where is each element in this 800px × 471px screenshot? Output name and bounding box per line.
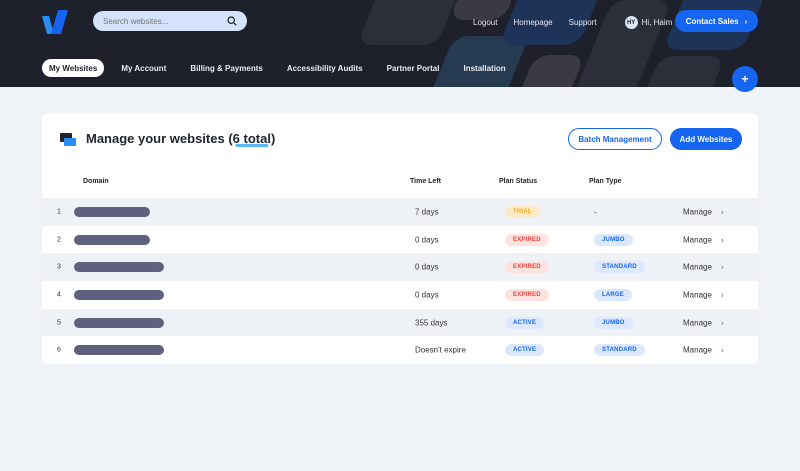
chevron-right-icon[interactable]: › (721, 345, 724, 355)
row-number: 4 (57, 291, 61, 299)
website-count: (6 total) (228, 131, 276, 146)
search-icon[interactable] (227, 16, 237, 26)
status-badge: EXPIRED (505, 233, 549, 246)
col-plan-status: Plan Status (499, 178, 538, 185)
plan-type-badge: LARGE (594, 288, 632, 301)
homepage-link[interactable]: Homepage (513, 18, 553, 27)
col-domain: Domain (83, 178, 109, 185)
domain-redacted[interactable] (74, 289, 164, 300)
search-box[interactable] (93, 11, 247, 31)
col-plan-type: Plan Type (589, 178, 622, 185)
table-row[interactable]: 2 0 days EXPIRED JUMBO Manage › (42, 226, 758, 254)
plan-type-badge: STANDARD (594, 344, 645, 357)
manage-link[interactable]: Manage (683, 318, 712, 328)
tab-my-websites[interactable]: My Websites (42, 59, 105, 77)
chevron-right-icon[interactable]: › (721, 290, 724, 300)
contact-sales-label: Contact Sales (685, 16, 739, 26)
manage-link[interactable]: Manage (683, 207, 712, 217)
support-link[interactable]: Support (568, 18, 597, 27)
row-number: 1 (57, 208, 61, 216)
avatar[interactable]: HY (624, 16, 638, 29)
col-time-left: Time Left (410, 178, 441, 185)
chevron-right-icon[interactable]: › (721, 207, 724, 217)
tab-partner-portal[interactable]: Partner Portal (386, 63, 440, 73)
status-badge: ACTIVE (505, 316, 545, 329)
manage-link[interactable]: Manage (683, 345, 712, 355)
domain-redacted[interactable] (74, 345, 164, 356)
chevron-right-icon[interactable]: › (721, 235, 724, 245)
manage-link[interactable]: Manage (683, 235, 712, 245)
table-row[interactable]: 4 0 days EXPIRED LARGE Manage › (42, 281, 758, 309)
domain-redacted[interactable] (74, 234, 150, 245)
title-text: Manage your websites (86, 131, 225, 146)
table-row[interactable]: 3 0 days EXPIRED STANDARD Manage › (42, 253, 758, 282)
websites-icon (60, 133, 76, 146)
chevron-right-icon[interactable]: › (721, 262, 724, 272)
status-badge: ACTIVE (505, 344, 545, 357)
page-title: Manage your websites (6 total) (86, 131, 275, 146)
plus-button[interactable]: + (732, 66, 758, 92)
plan-type-badge: JUMBO (594, 233, 633, 246)
plan-type-badge: JUMBO (594, 316, 633, 329)
search-input[interactable] (103, 16, 227, 26)
row-number: 3 (57, 263, 61, 271)
domain-redacted[interactable] (74, 262, 164, 273)
tab-billing-payments[interactable]: Billing & Payments (190, 63, 263, 73)
websites-table: 1 7 days TRIAL - Manage › 2 0 days EXPIRE… (42, 198, 758, 364)
row-number: 6 (57, 346, 61, 354)
row-number: 5 (57, 319, 61, 327)
row-number: 2 (57, 236, 61, 244)
time-left: 0 days (415, 235, 439, 245)
status-badge: EXPIRED (505, 261, 549, 274)
websites-card: Manage your websites (6 total) Batch Man… (42, 113, 758, 364)
contact-sales-button[interactable]: Contact Sales › (675, 10, 758, 32)
logout-link[interactable]: Logout (473, 18, 498, 27)
top-header: Logout Homepage Support HY Hi, Haim Cont… (0, 0, 800, 87)
add-websites-button[interactable]: Add Websites (670, 128, 742, 150)
chevron-right-icon: › (744, 16, 748, 26)
main-nav: My Websites My Account Billing & Payment… (42, 59, 523, 77)
manage-link[interactable]: Manage (683, 290, 712, 300)
tab-my-account[interactable]: My Account (121, 63, 167, 73)
status-badge: TRIAL (505, 205, 540, 218)
tab-installation[interactable]: Installation (463, 63, 506, 73)
time-left: Doesn't expire (415, 345, 466, 355)
user-greeting[interactable]: Hi, Haim (641, 18, 673, 27)
table-row[interactable]: 5 355 days ACTIVE JUMBO Manage › (42, 308, 758, 337)
table-row[interactable]: 1 7 days TRIAL - Manage › (42, 198, 758, 226)
status-badge: EXPIRED (505, 288, 549, 301)
tab-accessibility-audits[interactable]: Accessibility Audits (286, 63, 363, 73)
time-left: 0 days (415, 262, 439, 272)
table-row[interactable]: 6 Doesn't expire ACTIVE STANDARD Manage … (42, 336, 758, 364)
batch-management-button[interactable]: Batch Management (568, 128, 662, 150)
time-left: 7 days (415, 207, 439, 217)
domain-redacted[interactable] (74, 206, 150, 217)
logo-icon[interactable] (42, 10, 68, 34)
chevron-right-icon[interactable]: › (721, 318, 724, 328)
manage-link[interactable]: Manage (683, 262, 712, 272)
plan-type-badge: - (594, 207, 597, 217)
domain-redacted[interactable] (74, 317, 164, 328)
plan-type-badge: STANDARD (594, 261, 645, 274)
time-left: 0 days (415, 290, 439, 300)
time-left: 355 days (415, 318, 448, 328)
